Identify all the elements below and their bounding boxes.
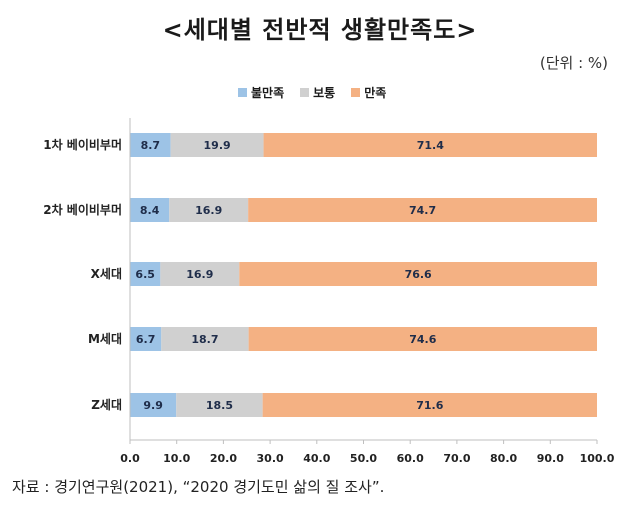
data-label-neutral: 16.9 (186, 268, 213, 281)
bar-segment-satisfied (248, 327, 598, 351)
x-tick-label: 50.0 (350, 452, 377, 465)
legend-label-neutral: 보통 (313, 86, 336, 100)
chart-legend: 불만족 보통 만족 (238, 84, 386, 101)
data-label-neutral: 18.5 (206, 399, 233, 412)
bar-segment-satisfied (239, 262, 597, 286)
legend-swatch-neutral (300, 88, 310, 97)
category-label: 2차 베이비부머 (43, 202, 122, 217)
legend-swatch-dissatisfied (238, 88, 247, 97)
data-label-dissatisfied: 8.7 (141, 139, 161, 152)
x-tick-label: 90.0 (537, 452, 564, 465)
bar-segment-neutral (170, 133, 264, 157)
bar-segment-neutral (160, 262, 240, 286)
bar-segment-dissatisfied (130, 198, 170, 222)
legend-item-satisfied: 만족 (351, 84, 386, 101)
data-label-dissatisfied: 6.5 (135, 268, 155, 281)
legend-swatch-satisfied (351, 88, 361, 97)
bar-segment-satisfied (248, 198, 597, 222)
bar-segment-dissatisfied (130, 262, 161, 286)
bar-segment-satisfied (263, 133, 597, 157)
x-tick-label: 70.0 (443, 452, 470, 465)
x-tick-label: 30.0 (257, 452, 284, 465)
category-label: 1차 베이비부머 (43, 137, 122, 152)
x-tick-label: 60.0 (397, 452, 424, 465)
category-label: M세대 (88, 331, 122, 346)
legend-label-satisfied: 만족 (364, 86, 387, 100)
category-label: X세대 (91, 266, 122, 281)
bar-segment-neutral (176, 393, 263, 417)
source-note: 자료 : 경기연구원(2021), “2020 경기도민 삶의 질 조사”. (12, 478, 385, 496)
category-label: Z세대 (91, 397, 122, 412)
data-label-dissatisfied: 9.9 (143, 399, 163, 412)
bar-segment-neutral (169, 198, 249, 222)
x-tick-label: 80.0 (490, 452, 517, 465)
bar-segment-satisfied (262, 393, 597, 417)
x-tick-label: 10.0 (163, 452, 190, 465)
x-tick-label: 20.0 (210, 452, 237, 465)
data-label-dissatisfied: 8.4 (140, 204, 160, 217)
data-label-neutral: 19.9 (204, 139, 231, 152)
data-label-satisfied: 71.4 (417, 139, 444, 152)
bar-segment-dissatisfied (130, 393, 177, 417)
data-label-satisfied: 74.6 (409, 333, 436, 346)
bar-segment-dissatisfied (130, 327, 162, 351)
unit-note: (단위 : %) (539, 54, 608, 72)
legend-item-neutral: 보통 (300, 84, 335, 101)
data-label-satisfied: 71.6 (416, 399, 443, 412)
data-label-neutral: 18.7 (191, 333, 218, 346)
bar-segment-dissatisfied (130, 133, 171, 157)
x-tick-label: 0.0 (120, 452, 140, 465)
data-label-satisfied: 76.6 (405, 268, 432, 281)
x-tick-label: 40.0 (303, 452, 330, 465)
data-label-satisfied: 74.7 (409, 204, 436, 217)
x-tick-label: 100.0 (580, 452, 615, 465)
legend-item-dissatisfied: 불만족 (238, 84, 284, 101)
chart-title: <세대별 전반적 생활만족도> (162, 16, 478, 44)
legend-label-dissatisfied: 불만족 (251, 86, 285, 100)
data-label-dissatisfied: 6.7 (136, 333, 156, 346)
data-label-neutral: 16.9 (195, 204, 222, 217)
bar-segment-neutral (161, 327, 249, 351)
